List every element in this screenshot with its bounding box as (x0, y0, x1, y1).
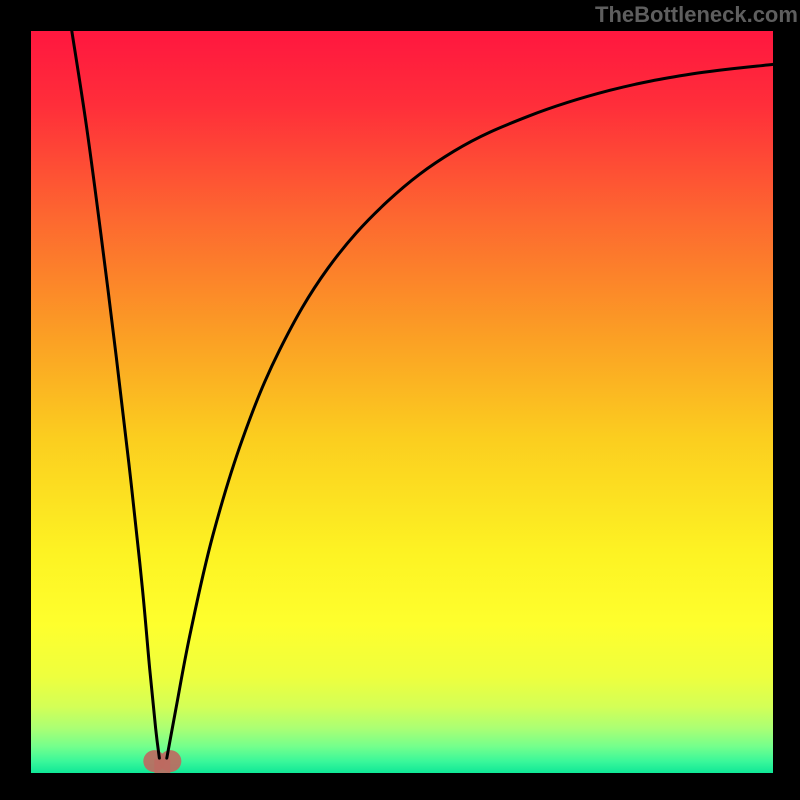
gradient-background (31, 31, 773, 773)
min-blob-right (159, 750, 181, 772)
watermark-label: TheBottleneck.com (595, 2, 798, 28)
bottleneck-chart (0, 0, 800, 800)
